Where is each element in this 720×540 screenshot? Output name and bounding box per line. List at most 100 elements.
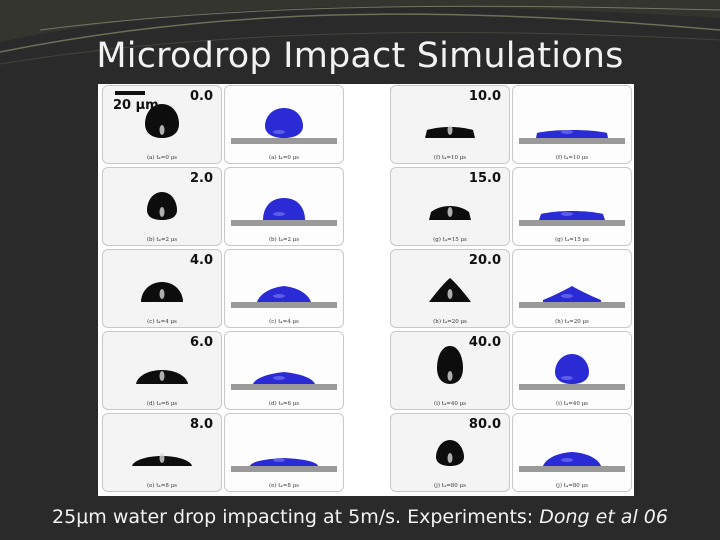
simulation-panel: (b) t₄=2 μs: [224, 167, 344, 246]
substrate-plate: [231, 302, 337, 308]
panel-row: 2.0 (b) t₄=2 μs (b) t₄=2 μs: [100, 166, 344, 246]
simulated-drop: [250, 458, 318, 466]
time-label: 2.0: [189, 171, 213, 186]
slide-caption: 25μm water drop impacting at 5m/s. Exper…: [0, 506, 720, 528]
experiment-drop-image: [429, 206, 471, 220]
simulated-drop: [265, 108, 303, 138]
experiment-drop: [145, 104, 179, 138]
experiment-panel: 6.0 (d) t₄=6 μs: [102, 331, 222, 410]
time-label: 0.0: [189, 89, 213, 104]
experiment-panel: 0.0 (a) t₄=0 μs 20 μm: [102, 85, 222, 164]
simulation-panel: (i) t₄=40 μs: [512, 331, 632, 410]
simulation-panel: (j) t₄=80 μs: [512, 413, 632, 492]
drop-highlight: [447, 289, 453, 299]
experiment-caption: (b) t₄=2 μs: [146, 237, 178, 243]
caption-main: 25μm water drop impacting at 5m/s. Exper…: [52, 506, 540, 528]
experiment-drop-image: [132, 453, 192, 466]
experiment-caption: (d) t₄=6 μs: [146, 401, 178, 407]
experiment-drop-image: [136, 370, 188, 384]
substrate-plate: [231, 384, 337, 390]
panel-row: 8.0 (e) t₄=8 μs (e) t₄=8 μs: [100, 412, 344, 492]
drop-highlight: [159, 453, 165, 463]
scale-bar: [115, 91, 145, 95]
panel-row: 0.0 (a) t₄=0 μs 20 μm (a) t₄=0 μs: [100, 84, 344, 164]
simulation-caption: (j) t₄=80 μs: [556, 483, 588, 489]
caption-reference: Dong et al 06: [539, 506, 668, 528]
simulation-drop-image: [231, 198, 337, 226]
simulation-caption: (f) t₄=10 μs: [555, 155, 589, 161]
simulation-drop-image: [231, 108, 337, 144]
substrate-plate: [231, 138, 337, 144]
experiment-panel: 2.0 (b) t₄=2 μs: [102, 167, 222, 246]
drop-highlight: [159, 207, 165, 217]
panel-column-left: 0.0 (a) t₄=0 μs 20 μm (a) t₄=0 μs 2.0 (b) t₄=…: [100, 84, 344, 496]
simulation-drop-image: [519, 286, 625, 308]
drop-shine: [273, 376, 285, 380]
substrate-plate: [231, 220, 337, 226]
drop-highlight: [159, 125, 165, 135]
panel-column-right: 10.0 (f) t₄=10 μs (f) t₄=10 μs 15.0 (g) t₄=1…: [388, 84, 632, 496]
panel-row: 40.0 (i) t₄=40 μs (i) t₄=40 μs: [388, 330, 632, 410]
simulation-caption: (e) t₄=8 μs: [269, 483, 299, 489]
time-label: 10.0: [468, 89, 501, 104]
substrate-plate: [519, 220, 625, 226]
experiment-drop: [147, 192, 177, 220]
experiment-panel: 40.0 (i) t₄=40 μs: [390, 331, 510, 410]
time-label: 80.0: [468, 417, 501, 432]
drop-shine: [561, 458, 573, 462]
time-label: 4.0: [189, 253, 213, 268]
time-label: 6.0: [189, 335, 213, 350]
drop-shine: [273, 294, 285, 298]
simulation-panel: (h) t₄=20 μs: [512, 249, 632, 328]
drop-shine: [561, 130, 573, 134]
simulation-panel: (a) t₄=0 μs: [224, 85, 344, 164]
decorative-swoosh: [0, 0, 720, 65]
experiment-drop-image: [145, 104, 179, 138]
panel-row: 10.0 (f) t₄=10 μs (f) t₄=10 μs: [388, 84, 632, 164]
time-label: 20.0: [468, 253, 501, 268]
substrate-plate: [519, 466, 625, 472]
substrate-plate: [519, 138, 625, 144]
experiment-caption: (g) t₄=15 μs: [433, 237, 467, 243]
simulation-caption: (i) t₄=40 μs: [556, 401, 588, 407]
substrate-plate: [519, 302, 625, 308]
simulation-panel: (g) t₄=15 μs: [512, 167, 632, 246]
simulation-caption: (d) t₄=6 μs: [268, 401, 300, 407]
simulation-panel: (d) t₄=6 μs: [224, 331, 344, 410]
slide-title: Microdrop Impact Simulations: [96, 36, 624, 76]
simulation-caption: (g) t₄=15 μs: [555, 237, 589, 243]
simulation-drop-image: [231, 458, 337, 472]
experiment-caption: (i) t₄=40 μs: [434, 401, 466, 407]
simulation-drop-image: [519, 354, 625, 390]
experiment-drop-image: [147, 192, 177, 220]
drop-highlight: [447, 371, 453, 381]
panel-row: 6.0 (d) t₄=6 μs (d) t₄=6 μs: [100, 330, 344, 410]
drop-highlight: [159, 371, 165, 381]
experiment-caption: (c) t₄=4 μs: [147, 319, 177, 325]
drop-highlight: [447, 453, 453, 463]
experiment-panel: 4.0 (c) t₄=4 μs: [102, 249, 222, 328]
simulation-caption: (c) t₄=4 μs: [269, 319, 299, 325]
panel-row: 20.0 (h) t₄=20 μs (h) t₄=20 μs: [388, 248, 632, 328]
simulation-drop-image: [519, 130, 625, 144]
panel-row: 15.0 (g) t₄=15 μs (g) t₄=15 μs: [388, 166, 632, 246]
experiment-panel: 15.0 (g) t₄=15 μs: [390, 167, 510, 246]
simulated-drop: [555, 354, 589, 384]
time-label: 15.0: [468, 171, 501, 186]
substrate-plate: [231, 466, 337, 472]
simulation-panel: (f) t₄=10 μs: [512, 85, 632, 164]
experiment-caption: (f) t₄=10 μs: [433, 155, 467, 161]
experiment-caption: (a) t₄=0 μs: [147, 155, 177, 161]
time-label: 40.0: [468, 335, 501, 350]
experiment-panel: 10.0 (f) t₄=10 μs: [390, 85, 510, 164]
simulation-caption: (h) t₄=20 μs: [555, 319, 589, 325]
experiment-panel: 80.0 (j) t₄=80 μs: [390, 413, 510, 492]
experiment-panel: 8.0 (e) t₄=8 μs: [102, 413, 222, 492]
simulated-drop: [543, 286, 601, 302]
drop-highlight: [447, 125, 453, 135]
substrate-plate: [519, 384, 625, 390]
panel-row: 80.0 (j) t₄=80 μs (j) t₄=80 μs: [388, 412, 632, 492]
simulated-drop: [257, 286, 311, 302]
drop-shine: [561, 212, 573, 216]
